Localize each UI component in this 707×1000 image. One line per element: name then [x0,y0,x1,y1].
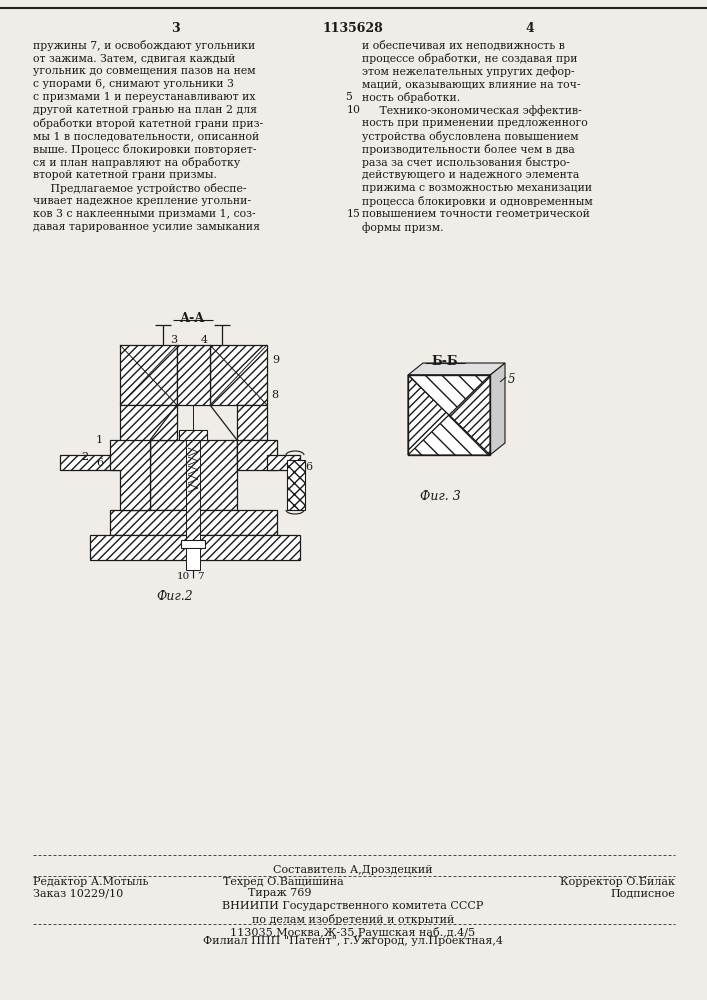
Text: и обеспечивая их неподвижность в: и обеспечивая их неподвижность в [362,40,565,51]
Text: обработки второй катетной грани приз-: обработки второй катетной грани приз- [33,118,263,129]
Text: 15: 15 [347,209,361,219]
Text: устройства обусловлена повышением: устройства обусловлена повышением [362,131,578,142]
Polygon shape [177,345,210,405]
Polygon shape [90,535,300,560]
Text: процесса блокировки и одновременным: процесса блокировки и одновременным [362,196,592,207]
Text: Составитель А,Дроздецкий: Составитель А,Дроздецкий [273,865,433,875]
Text: 9: 9 [272,355,279,365]
Text: 2: 2 [81,452,88,462]
Text: второй катетной грани призмы.: второй катетной грани призмы. [33,170,217,180]
Text: выше. Процесс блокировки повторяет-: выше. Процесс блокировки повторяет- [33,144,257,155]
Text: Фиг. 3: Фиг. 3 [420,490,460,503]
Text: 113035,Москва,Ж-35,Раушская наб.,д.4/5: 113035,Москва,Ж-35,Раушская наб.,д.4/5 [230,927,476,938]
Text: 10: 10 [176,572,189,581]
Text: с упорами 6, снимают угольники 3: с упорами 6, снимают угольники 3 [33,79,234,89]
Text: чивает надежное крепление угольни-: чивает надежное крепление угольни- [33,196,251,206]
Text: ся и план направляют на обработку: ся и план направляют на обработку [33,157,240,168]
Text: ность обработки.: ность обработки. [362,92,460,103]
Text: ков 3 с наклеенными призмами 1, соз-: ков 3 с наклеенными призмами 1, соз- [33,209,256,219]
Text: 1: 1 [96,435,103,445]
Text: 4: 4 [525,22,534,35]
Text: 1135628: 1135628 [322,22,383,35]
Text: 10: 10 [347,105,361,115]
Text: 3: 3 [170,335,177,345]
Polygon shape [186,440,200,540]
Polygon shape [186,548,200,570]
Text: давая тарированное усилие замыкания: давая тарированное усилие замыкания [33,222,260,232]
Text: другой катетной гранью на план 2 для: другой катетной гранью на план 2 для [33,105,257,115]
Text: 3: 3 [170,22,180,35]
Text: 4: 4 [201,335,208,345]
Text: Корректор О.Билак: Корректор О.Билак [560,877,675,887]
Text: Предлагаемое устройство обеспе-: Предлагаемое устройство обеспе- [33,183,247,194]
Polygon shape [237,440,277,470]
Text: Б-Б: Б-Б [432,355,458,368]
Polygon shape [110,510,277,535]
Polygon shape [408,375,490,415]
Text: Редактор А.Мотыль: Редактор А.Мотыль [33,877,148,887]
Text: 8: 8 [271,390,278,400]
Polygon shape [120,345,177,405]
Text: формы призм.: формы призм. [362,222,443,233]
Polygon shape [60,455,120,470]
Polygon shape [179,430,207,440]
Polygon shape [210,345,267,405]
Text: повышением точности геометрической: повышением точности геометрической [362,209,590,219]
Text: Филиал ППП "Патент", г.Ужгород, ул.Проектная,4: Филиал ППП "Патент", г.Ужгород, ул.Проек… [203,936,503,946]
Text: раза за счет использования быстро-: раза за счет использования быстро- [362,157,570,168]
Text: угольник до совмещения пазов на нем: угольник до совмещения пазов на нем [33,66,256,76]
Text: с призмами 1 и переустанавливают их: с призмами 1 и переустанавливают их [33,92,255,102]
Text: этом нежелательных упругих дефор-: этом нежелательных упругих дефор- [362,66,575,77]
Text: Технико-экономическая эффектив-: Технико-экономическая эффектив- [362,105,582,116]
Text: по делам изобретений и открытий: по делам изобретений и открытий [252,914,454,925]
Text: А-А: А-А [180,312,206,325]
Text: процессе обработки, не создавая при: процессе обработки, не создавая при [362,53,578,64]
Text: Фиг.2: Фиг.2 [157,590,194,603]
Polygon shape [237,405,267,460]
Text: Заказ 10229/10: Заказ 10229/10 [33,888,123,898]
Text: прижима с возможностью механизации: прижима с возможностью механизации [362,183,592,193]
Text: действующего и надежного элемента: действующего и надежного элемента [362,170,579,180]
Polygon shape [408,363,505,375]
Text: Подписное: Подписное [610,888,675,898]
Polygon shape [408,415,490,455]
Text: Тираж 769: Тираж 769 [248,888,312,898]
Polygon shape [287,460,305,510]
Text: ность при применении предложенного: ность при применении предложенного [362,118,588,128]
Text: 6: 6 [305,462,312,472]
Text: 6: 6 [96,458,103,468]
Polygon shape [449,375,490,455]
Polygon shape [120,405,177,460]
Text: от зажима. Затем, сдвигая каждый: от зажима. Затем, сдвигая каждый [33,53,235,63]
Polygon shape [267,455,300,470]
Text: ВНИИПИ Государственного комитета СССР: ВНИИПИ Государственного комитета СССР [222,901,484,911]
Text: пружины 7, и освобождают угольники: пружины 7, и освобождают угольники [33,40,255,51]
Polygon shape [110,440,150,510]
Text: 5: 5 [508,373,515,386]
Polygon shape [181,540,205,548]
Text: 7: 7 [197,572,204,581]
Polygon shape [150,440,237,510]
Polygon shape [408,375,449,455]
Polygon shape [490,363,505,455]
Text: 5: 5 [346,92,352,102]
Text: производительности более чем в два: производительности более чем в два [362,144,575,155]
Text: маций, оказывающих влияние на точ-: маций, оказывающих влияние на точ- [362,79,580,89]
Text: мы 1 в последовательности, описанной: мы 1 в последовательности, описанной [33,131,259,141]
Text: Техред О.Ващишина: Техред О.Ващишина [223,877,344,887]
